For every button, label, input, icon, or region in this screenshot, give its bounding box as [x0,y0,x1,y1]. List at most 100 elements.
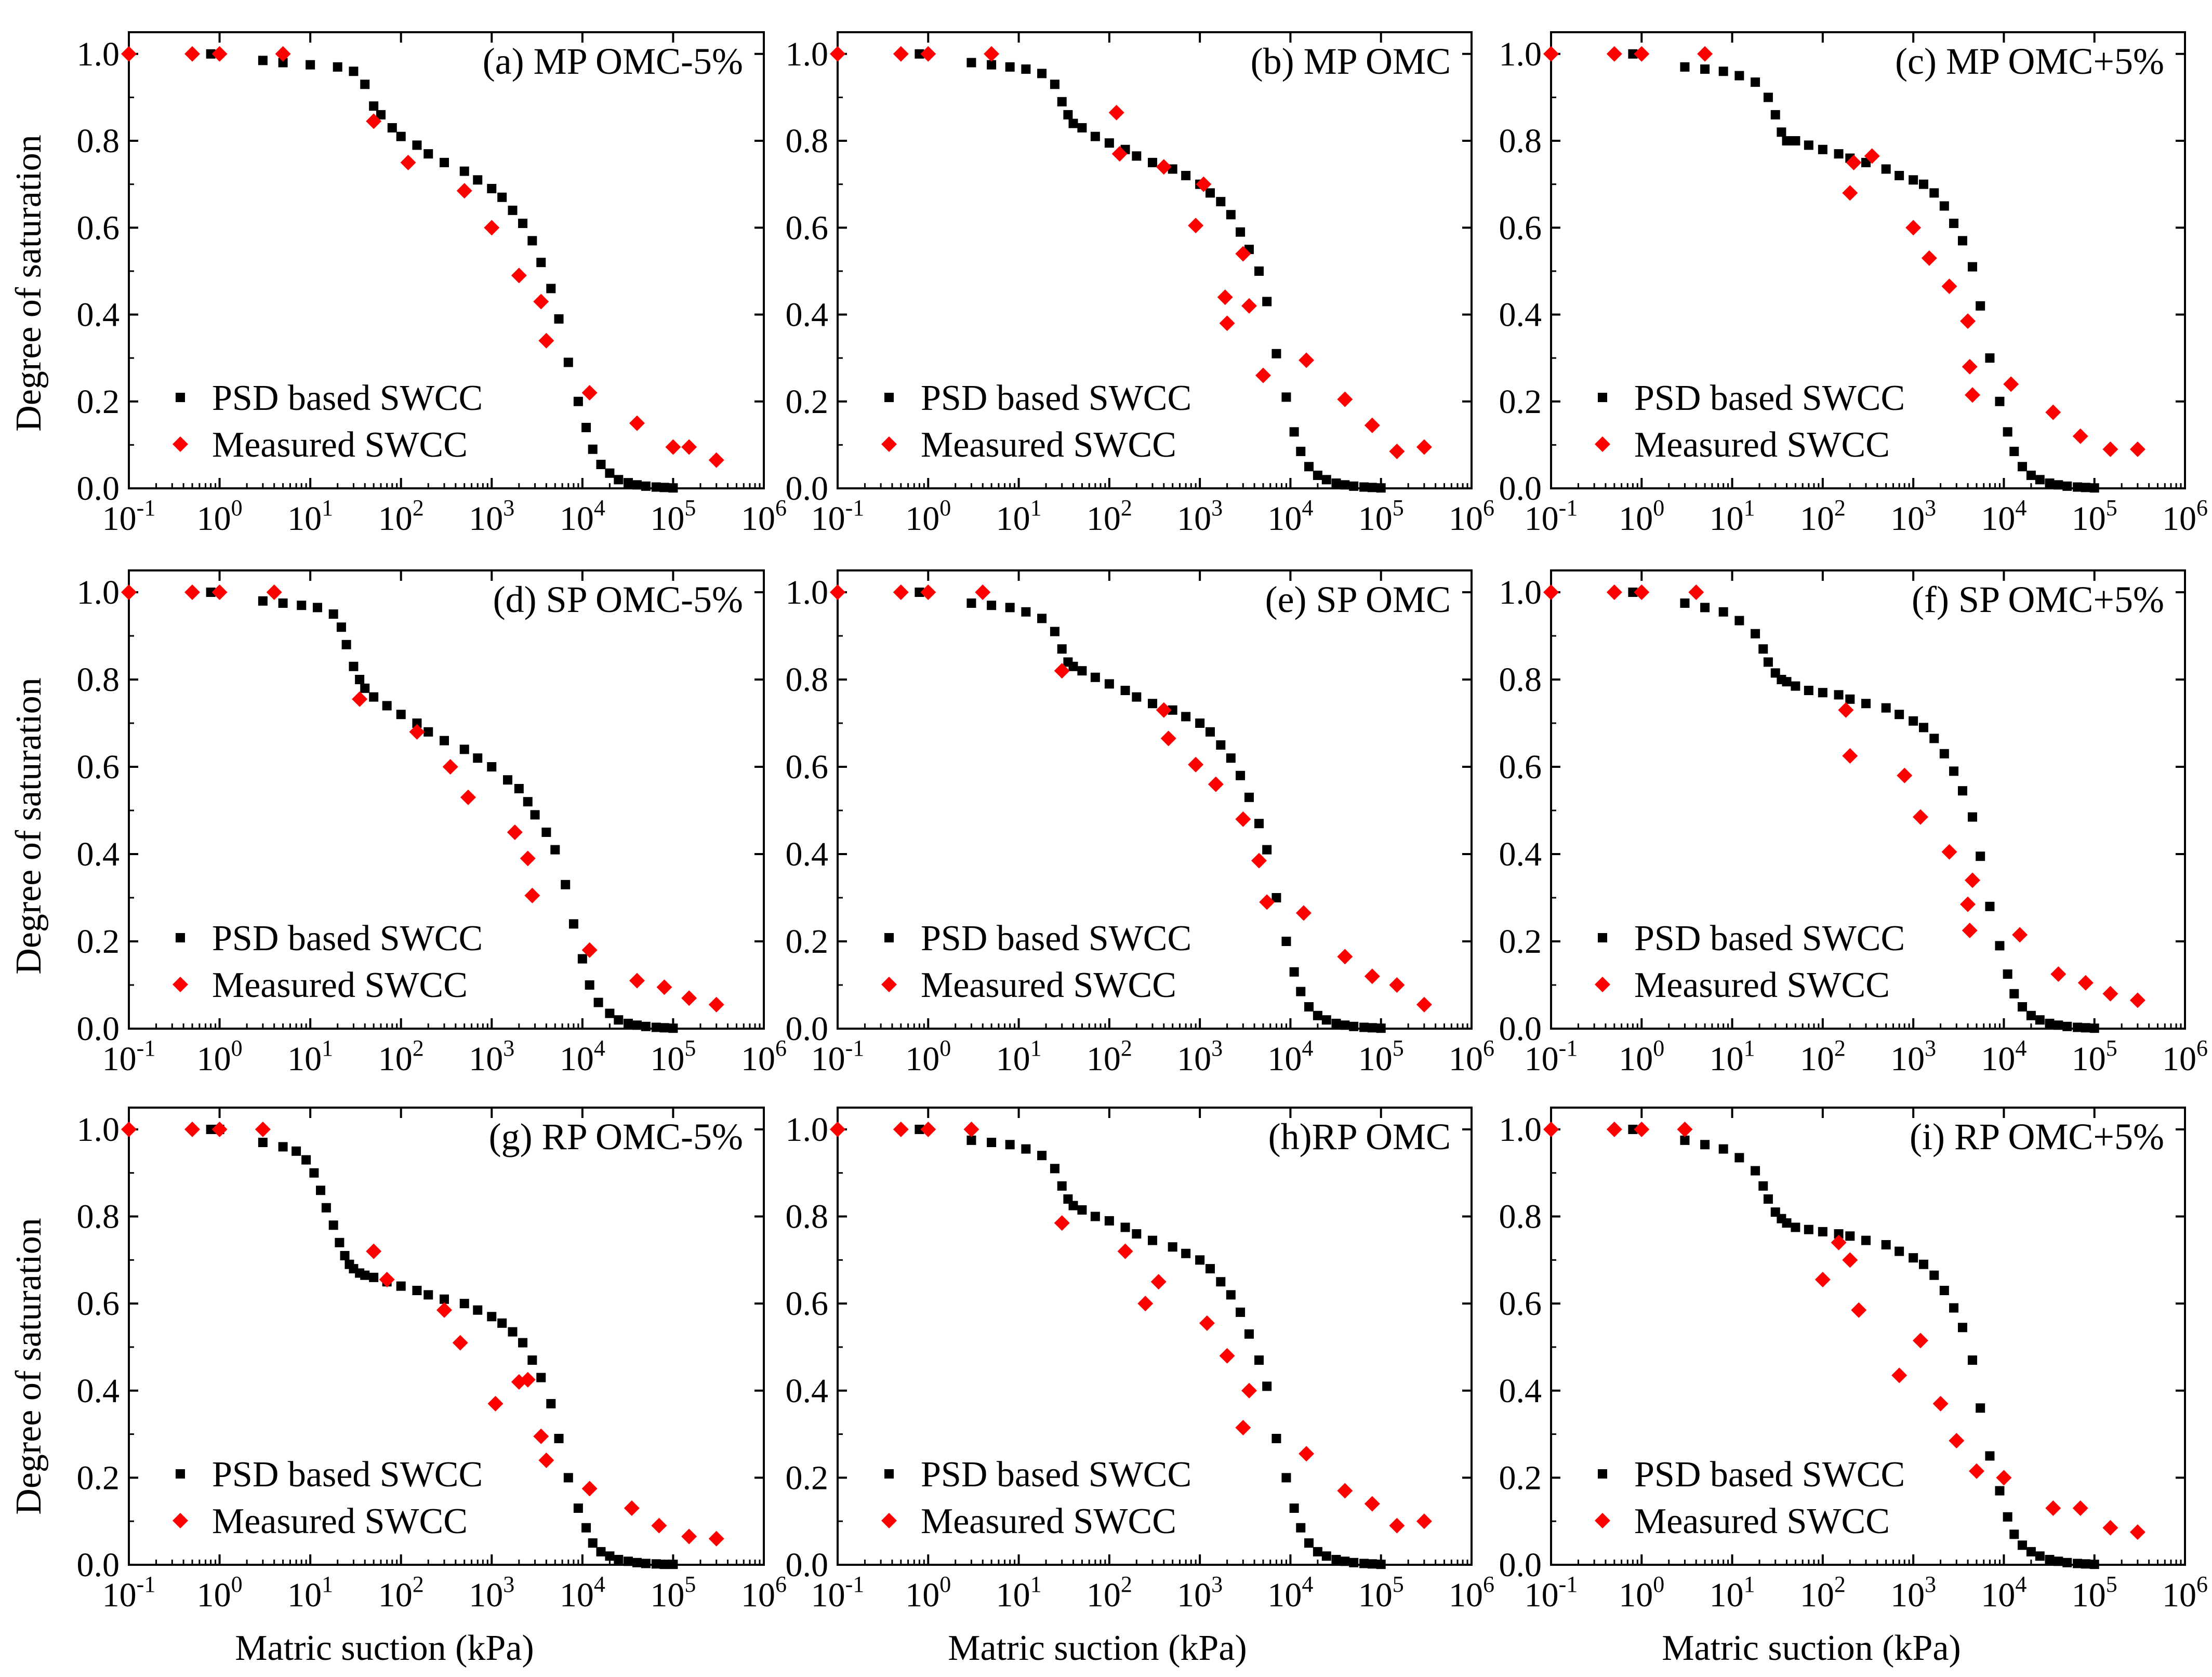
chart-2-psd-point [1349,481,1359,491]
chart-9-psd-point [2009,1529,2019,1539]
chart-6-measured-point [1962,923,1978,938]
chart-2-psd-point [1090,131,1100,141]
chart-9-psd-point [1949,1303,1959,1313]
chart-4-series-psd [206,588,678,1033]
chart-1-psd-point [349,66,359,76]
chart-2-psd-point [1050,79,1059,89]
chart-3-measured-point [2045,404,2061,420]
chart-5-measured-point [830,584,845,600]
chart-8-psd-point [966,1135,976,1145]
chart-6-measured-point [2102,986,2118,1002]
chart-8-psd-point [1313,1547,1322,1556]
chart-4-xtick-label: 106 [741,1035,787,1078]
chart-2-psd-point [1021,64,1031,74]
chart-3-psd-point [2045,478,2055,488]
chart-5-xtick-label: 106 [1449,1035,1494,1078]
chart-5-psd-point [1206,727,1215,737]
chart-5-psd-point [1367,1023,1377,1033]
chart-4-psd-point [355,675,365,684]
chart-5-title: (e) SP OMC [1265,579,1451,620]
chart-6-ytick-label: 0.4 [1499,835,1542,873]
chart-7-psd-point [440,1294,449,1304]
y-axis-titles: Degree of saturation Degree of saturatio… [9,135,49,1514]
chart-4-psd-point [624,1018,633,1028]
chart-8-measured-point [963,1121,979,1137]
chart-7-psd-point [573,1503,583,1513]
chart-1-psd-point [614,475,624,485]
chart-9-psd-point [1909,1253,1918,1263]
chart-2-psd-point [1005,62,1015,72]
chart-4-psd-point [487,762,497,771]
chart-9-measured-point [1677,1121,1693,1137]
chart-5-xtick-label: 10-1 [811,1035,865,1078]
chart-3-measured-point [1864,148,1880,164]
chart-6-psd-point [1791,681,1800,691]
chart-2-psd-point [1216,197,1226,207]
chart-5-psd-point [1262,845,1272,855]
chart-2-ytick-label: 0.0 [786,470,829,508]
chart-7-psd-point [624,1556,633,1566]
chart-8-psd-point [1021,1144,1031,1154]
chart-3-ytick-label: 0.6 [1499,209,1542,247]
chart-4-psd-point [473,753,483,763]
chart-9-series-psd [1628,1124,2099,1569]
chart-4-xtick-label: 101 [287,1035,333,1078]
chart-3-psd-point [2062,481,2072,491]
chart-8-psd-point [915,1124,924,1134]
chart-7-legend-psd-marker [176,1469,185,1479]
chart-5-psd-point [1195,718,1205,728]
chart-9-psd-point [2026,1547,2036,1556]
chart-4-psd-point [593,997,603,1007]
chart-8-psd-point [1359,1559,1369,1568]
chart-8-psd-point [1132,1229,1142,1239]
chart-7-psd-point [459,1299,469,1309]
chart-9-psd-point [1845,1231,1855,1241]
chart-2-ytick-label: 0.4 [786,296,829,334]
chart-7-psd-point [396,1281,406,1291]
chart-4-measured-point [520,850,536,867]
chart-4-measured-point [352,691,368,707]
chart-8-legend-measured-label: Measured SWCC [921,1501,1176,1541]
x-axis-title-col-3: Matric suction (kPa) [1662,1628,1961,1668]
chart-3-psd-point [1919,179,1929,189]
chart-5-legend-psd-marker [884,933,894,942]
chart-5-psd-point [1376,1023,1386,1033]
chart-5-psd-point [915,588,924,597]
chart-3-measured-point [1960,313,1976,329]
chart-9-psd-point [1985,1451,1995,1461]
chart-1-psd-point [668,483,678,493]
chart-3-psd-point [1818,144,1827,154]
chart-9-xtick-label: 106 [2162,1572,2208,1614]
chart-5-measured-point [1295,905,1312,921]
chart-7-psd-point [206,1124,216,1134]
chart-8-xtick-label: 104 [1267,1572,1313,1614]
chart-2-title: (b) MP OMC [1251,41,1451,82]
chart-2-measured-point [1108,104,1124,121]
chart-7-psd-point [668,1560,678,1569]
chart-1-measured-point [211,46,228,62]
chart-1-xtick-label: 103 [469,495,514,538]
chart-9-title: (i) RP OMC+5% [1910,1116,2164,1157]
chart-3-legend-measured-label: Measured SWCC [1634,425,1890,465]
chart-4-psd-point [278,598,288,608]
chart-1-legend-psd-marker [176,393,185,402]
chart-6-xtick-label: 10-1 [1525,1035,1578,1078]
chart-7-psd-point [316,1186,326,1195]
chart-7-legend-psd-label: PSD based SWCC [212,1455,483,1495]
chart-4-psd-point [530,810,540,820]
chart-4-psd-point [297,601,307,610]
chart-4-psd-point [614,1015,624,1025]
chart-8-psd-point [1367,1559,1377,1569]
chart-7-psd-point [546,1399,556,1408]
chart-6-psd-point [2089,1023,2099,1033]
chart-1-title: (a) MP OMC-5% [483,41,743,82]
chart-1-series-psd [206,49,678,493]
chart-2-psd-point [1037,69,1047,78]
y-axis-title-row-2: Degree of saturation [9,677,49,974]
chart-9-measured-point [1606,1121,1622,1137]
chart-9-psd-point [1995,1486,2005,1496]
chart-8-measured-point [830,1121,845,1137]
chart-7-ytick-label: 0.2 [77,1459,120,1497]
chart-3-psd-point [1909,175,1918,185]
chart-1-measured-point [708,452,724,468]
